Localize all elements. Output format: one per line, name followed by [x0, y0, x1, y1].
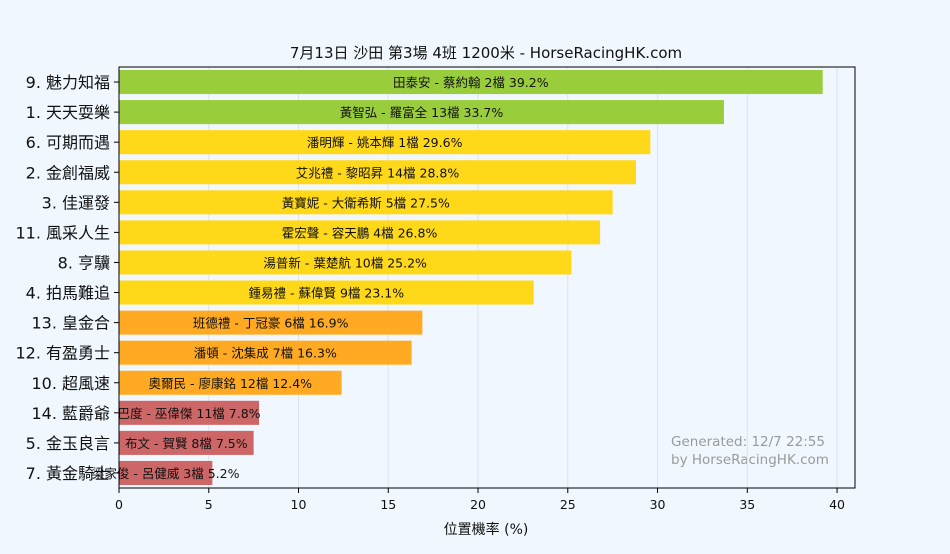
- bar: [119, 430, 254, 455]
- y-tick-label: 3. 佳運發: [42, 193, 110, 212]
- y-tick-label: 12. 有盈勇士: [15, 344, 110, 363]
- y-tick-label: 13. 皇金合: [31, 314, 110, 333]
- bar-value-label: 艾兆禮 - 黎昭昇 14檔 28.8%: [296, 165, 460, 180]
- bar-value-label: 奧爾民 - 廖康銘 12檔 12.4%: [149, 376, 313, 391]
- y-tick-label: 9. 魅力知福: [26, 73, 110, 92]
- y-tick-label: 11. 風采人生: [15, 223, 110, 242]
- bar: [119, 340, 412, 365]
- bar: [119, 460, 213, 485]
- bar-value-label: 巴度 - 巫偉傑 11檔 7.8%: [117, 406, 260, 421]
- y-tick-label: 14. 藍爵爺: [31, 404, 110, 423]
- bar-value-label: 梁家俊 - 呂健威 3檔 5.2%: [92, 466, 240, 481]
- bar: [119, 160, 636, 185]
- x-tick-label: 10: [291, 497, 307, 512]
- x-axis-label: 位置機率 (%): [444, 521, 529, 538]
- x-tick-label: 40: [829, 497, 845, 512]
- x-tick-label: 35: [739, 497, 755, 512]
- x-tick-label: 20: [470, 497, 486, 512]
- bar-value-label: 潘頓 - 沈集成 7檔 16.3%: [194, 346, 337, 361]
- bar-value-label: 霍宏聲 - 容天鵬 4檔 26.8%: [282, 225, 438, 240]
- y-tick-label: 6. 可期而遇: [26, 133, 110, 152]
- x-tick-label: 15: [380, 497, 396, 512]
- axes-frame: [118, 66, 856, 489]
- x-tick-label: 5: [205, 497, 213, 512]
- watermark-line-2: by HorseRacingHK.com: [671, 452, 829, 468]
- bar: [119, 310, 423, 335]
- x-tick-label: 0: [115, 497, 123, 512]
- y-tick-label: 10. 超風速: [31, 374, 110, 393]
- bar-value-label: 黃寶妮 - 大衛希斯 5檔 27.5%: [282, 195, 450, 210]
- x-tick-label: 25: [560, 497, 576, 512]
- bar: [119, 100, 724, 125]
- bar-value-label: 班德禮 - 丁冠豪 6檔 16.9%: [193, 316, 349, 331]
- bar: [119, 130, 651, 155]
- bar: [119, 190, 613, 215]
- bar-value-label: 潘明輝 - 姚本輝 1檔 29.6%: [307, 135, 463, 150]
- bar: [119, 400, 260, 425]
- bar-value-label: 黃智弘 - 羅富全 13檔 33.7%: [340, 105, 504, 120]
- watermark-line-1: Generated: 12/7 22:55: [671, 434, 825, 450]
- bar-value-label: 湯普新 - 葉楚航 10檔 25.2%: [263, 255, 427, 270]
- bar: [119, 370, 342, 395]
- bar: [119, 280, 534, 305]
- y-tick-label: 4. 拍馬難追: [26, 284, 110, 303]
- chart-title: 7月13日 沙田 第3場 4班 1200米 - HorseRacingHK.co…: [290, 44, 682, 62]
- bar: [119, 220, 601, 245]
- y-tick-label: 8. 亨驥: [58, 253, 110, 272]
- bar-value-label: 田泰安 - 蔡約翰 2檔 39.2%: [393, 75, 549, 90]
- y-tick-label: 7. 黃金騎士: [26, 464, 110, 483]
- bar: [119, 70, 823, 95]
- y-tick-label: 5. 金玉良言: [26, 434, 110, 453]
- y-tick-label: 2. 金創福威: [26, 163, 110, 182]
- y-tick-label: 1. 天天耍樂: [26, 103, 110, 122]
- bar-value-label: 鍾易禮 - 蘇偉賢 9檔 23.1%: [249, 286, 405, 301]
- bar: [119, 250, 572, 275]
- x-tick-label: 30: [650, 497, 666, 512]
- bar-value-label: 布文 - 賀賢 8檔 7.5%: [125, 436, 248, 451]
